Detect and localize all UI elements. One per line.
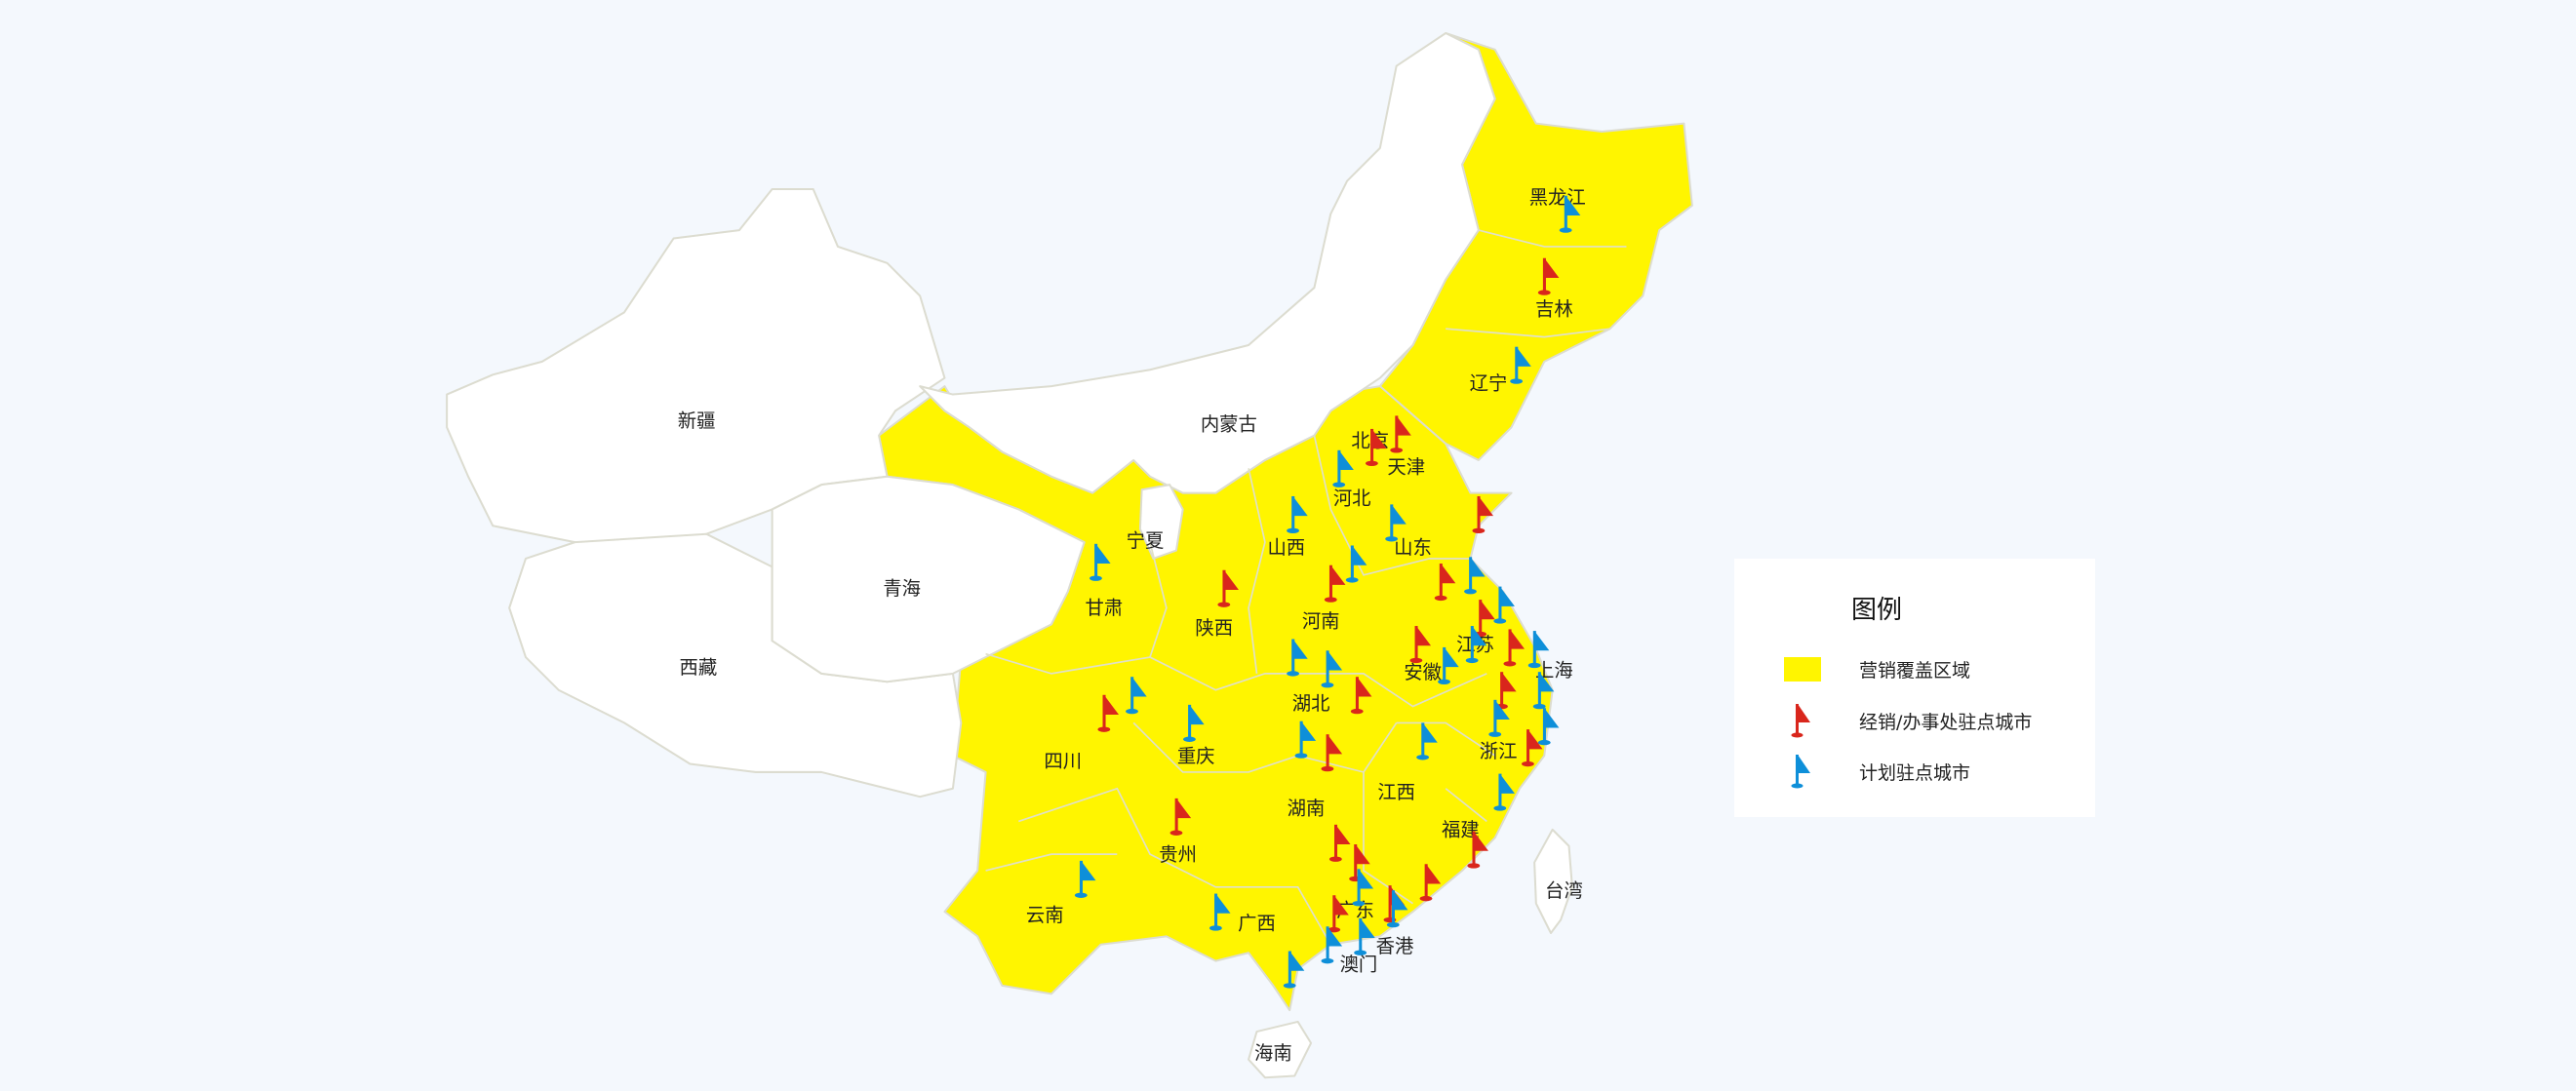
yellow-swatch-icon <box>1784 656 1821 682</box>
label-hubei: 湖北 <box>1292 692 1330 715</box>
planned-city-flag-icon[interactable] <box>1209 893 1231 931</box>
planned-city-flag-icon[interactable] <box>1532 672 1555 710</box>
label-gansu: 甘肃 <box>1085 597 1123 619</box>
planned-city-flag-icon[interactable] <box>1074 860 1096 898</box>
blue-flag-icon <box>1791 755 1810 789</box>
label-neimenggu: 内蒙古 <box>1201 413 1257 436</box>
label-shanghai: 上海 <box>1535 659 1573 682</box>
planned-city-flag-icon[interactable] <box>1465 626 1487 664</box>
planned-city-flag-icon[interactable] <box>1416 722 1438 760</box>
office-city-flag-icon[interactable] <box>1328 824 1351 862</box>
label-jiangxi: 江西 <box>1377 781 1415 803</box>
office-city-flag-icon[interactable] <box>1169 798 1192 836</box>
label-shandong: 山东 <box>1394 536 1432 559</box>
planned-city-flag-icon[interactable] <box>1332 449 1354 487</box>
planned-city-flag-icon[interactable] <box>1385 504 1407 542</box>
legend-title: 图例 <box>1851 596 1903 625</box>
label-ningxia: 宁夏 <box>1127 529 1165 552</box>
label-heilongjiang: 黑龙江 <box>1529 186 1586 209</box>
label-hunan: 湖南 <box>1288 798 1326 820</box>
label-jilin: 吉林 <box>1535 298 1573 321</box>
label-xizang: 西藏 <box>679 656 717 679</box>
label-tianjin: 天津 <box>1387 455 1425 478</box>
label-taiwan: 台湾 <box>1545 879 1583 902</box>
planned-city-flag-icon[interactable] <box>1493 586 1515 624</box>
legend-label: 经销/办事处驻点城市 <box>1859 711 2033 733</box>
label-hebei: 河北 <box>1333 487 1371 509</box>
label-guangxi: 广西 <box>1238 913 1276 935</box>
label-xianggang: 香港 <box>1376 935 1414 957</box>
legend-label: 营销覆盖区域 <box>1859 659 1971 682</box>
planned-city-flag-icon[interactable] <box>1438 646 1459 684</box>
office-city-flag-icon[interactable] <box>1522 729 1543 767</box>
planned-city-flag-icon[interactable] <box>1386 890 1408 928</box>
region-xinjiang[interactable] <box>446 187 946 544</box>
region-taiwan[interactable] <box>1533 828 1573 935</box>
label-xinjiang: 新疆 <box>678 409 716 432</box>
label-guizhou: 贵州 <box>1159 843 1197 866</box>
office-city-flag-icon[interactable] <box>1409 626 1432 664</box>
legend-item-office: 经销/办事处驻点城市 <box>1773 703 2032 738</box>
region-neimenggu[interactable] <box>919 31 1496 494</box>
label-hainan: 海南 <box>1254 1042 1292 1065</box>
planned-city-flag-icon[interactable] <box>1126 677 1147 715</box>
planned-city-flag-icon[interactable] <box>1488 699 1510 737</box>
label-shanxi: 山西 <box>1267 536 1305 559</box>
label-sichuan: 四川 <box>1044 750 1082 772</box>
region-hainan[interactable] <box>1248 1020 1313 1079</box>
label-fujian: 福建 <box>1442 819 1480 841</box>
label-aomen: 澳门 <box>1340 954 1378 976</box>
label-chongqing: 重庆 <box>1177 745 1215 767</box>
office-city-flag-icon[interactable] <box>1350 677 1372 715</box>
planned-city-flag-icon[interactable] <box>1559 195 1581 233</box>
label-zhejiang: 浙江 <box>1480 740 1518 762</box>
planned-city-flag-icon[interactable] <box>1090 543 1111 581</box>
label-liaoning: 辽宁 <box>1470 371 1508 394</box>
planned-city-flag-icon[interactable] <box>1287 495 1308 534</box>
label-shaanxi: 陕西 <box>1195 616 1233 639</box>
label-guangdong: 广东 <box>1336 899 1374 921</box>
legend-item-coverage: 营销覆盖区域 <box>1773 651 1970 686</box>
label-qinghai: 青海 <box>883 577 921 600</box>
red-flag-icon <box>1791 704 1810 738</box>
office-city-flag-icon[interactable] <box>1503 629 1526 667</box>
legend-item-planned: 计划驻点城市 <box>1773 754 1970 789</box>
label-anhui: 安徽 <box>1404 661 1442 683</box>
region-qinghai[interactable] <box>771 475 1086 683</box>
legend-label: 计划驻点城市 <box>1859 761 1971 784</box>
planned-city-flag-icon[interactable] <box>1354 917 1375 955</box>
office-city-flag-icon[interactable] <box>1390 415 1411 453</box>
planned-city-flag-icon[interactable] <box>1464 557 1486 595</box>
label-henan: 河南 <box>1302 610 1340 633</box>
label-yunnan: 云南 <box>1026 904 1064 926</box>
legend: 图例 营销覆盖区域 经销/办事处驻点城市 计划驻点城市 <box>1734 559 2095 817</box>
region-ningxia[interactable] <box>1138 484 1184 560</box>
planned-city-flag-icon[interactable] <box>1493 773 1515 811</box>
